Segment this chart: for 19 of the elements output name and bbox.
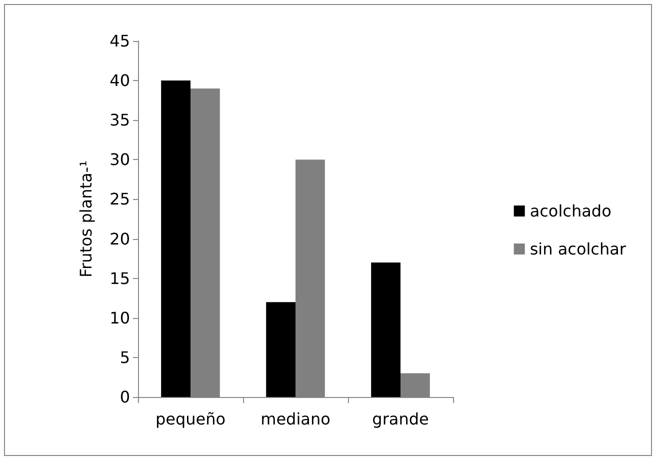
y-axis-title: Frutos planta-¹ — [76, 160, 96, 278]
y-tick-label: 20 — [110, 229, 130, 248]
legend-label: acolchado — [530, 202, 612, 220]
legend-label: sin acolchar — [530, 240, 626, 258]
bar — [371, 262, 400, 397]
x-tick-label: pequeño — [155, 410, 226, 428]
y-tick-label: 45 — [110, 32, 130, 50]
y-tick-label: 15 — [110, 268, 130, 288]
y-tick-label: 35 — [110, 110, 130, 130]
bar — [266, 302, 296, 397]
y-tick-label: 10 — [110, 308, 130, 328]
y-tick-label: 5 — [120, 348, 130, 367]
y-tick-label: 30 — [110, 150, 130, 170]
y-tick-label: 25 — [110, 190, 130, 209]
bar — [161, 80, 190, 397]
x-tick-label: grande — [372, 410, 429, 428]
y-tick-label: 0 — [120, 388, 130, 406]
y-tick-label: 40 — [110, 71, 130, 90]
x-tick-label: mediano — [260, 410, 330, 428]
